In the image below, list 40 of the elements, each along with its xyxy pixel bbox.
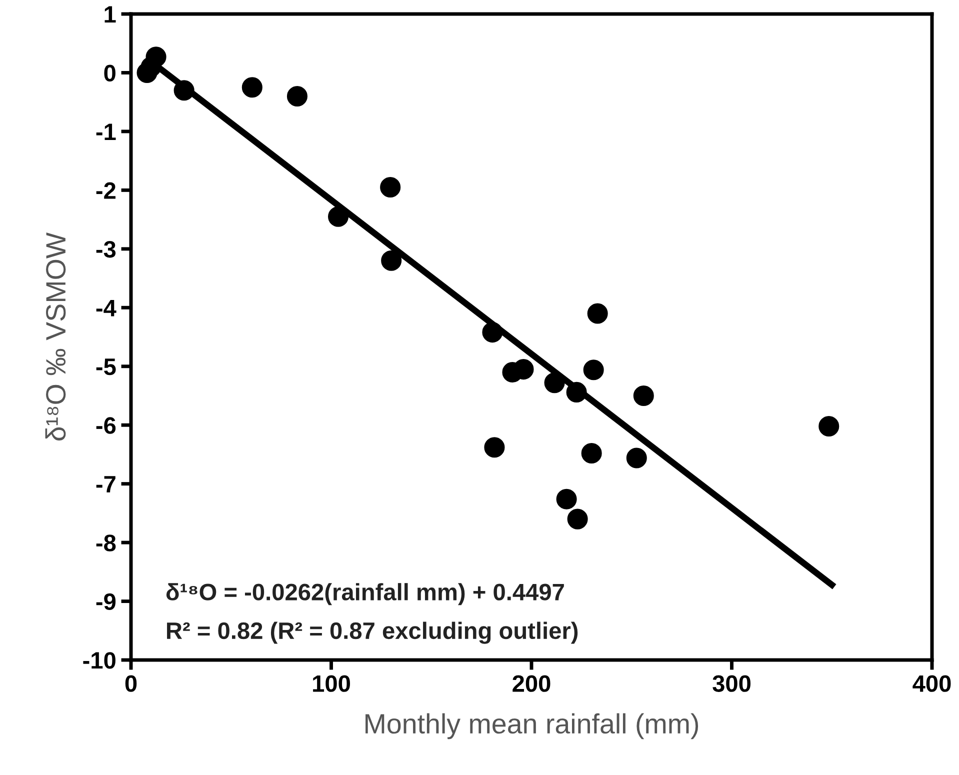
x-tick-label: 0 [125, 675, 137, 692]
point [581, 443, 602, 464]
y-tick-label: -8 [96, 534, 116, 552]
point [286, 86, 308, 106]
x-tick-label: 400 [912, 675, 951, 692]
point [566, 382, 587, 402]
x-tick-label: 300 [712, 675, 750, 692]
point [381, 250, 402, 271]
point [633, 385, 654, 406]
x-tick-label: 200 [512, 675, 550, 692]
x-axis-title: Monthly mean rainfall (mm) [366, 713, 698, 740]
y-tick-label: -4 [96, 300, 116, 316]
y-tick-label: 0 [104, 64, 116, 82]
y-tick-label: 1 [104, 6, 116, 23]
point [242, 77, 262, 98]
y-tick-label: -1 [96, 124, 116, 140]
point [174, 80, 194, 101]
point [328, 206, 349, 227]
point [583, 360, 604, 380]
y-axis-title: δ¹⁸O ‰ VSMOW [45, 232, 66, 440]
point [146, 46, 166, 68]
x-tick-label: 100 [313, 675, 350, 692]
y-tick-label: -2 [96, 182, 116, 199]
point [544, 372, 565, 394]
point [567, 508, 588, 530]
y-tick-label: -5 [96, 358, 116, 376]
point [626, 448, 647, 468]
point [380, 176, 401, 198]
y-tick-label: -6 [96, 417, 116, 434]
point [482, 322, 503, 343]
point [484, 437, 505, 458]
annotation: δ¹⁸O = -0.0262(rainfall mm) + 0.4497 [166, 583, 564, 606]
y-tick-label: -10 [83, 652, 116, 669]
annotation: R² = 0.82 (R² = 0.87 excluding outlier) [167, 622, 578, 644]
point [818, 416, 840, 437]
point [556, 488, 577, 510]
y-tick-label: -7 [96, 476, 116, 492]
y-tick-label: -3 [96, 240, 116, 258]
y-tick-label: -9 [96, 593, 116, 610]
point [587, 303, 608, 324]
